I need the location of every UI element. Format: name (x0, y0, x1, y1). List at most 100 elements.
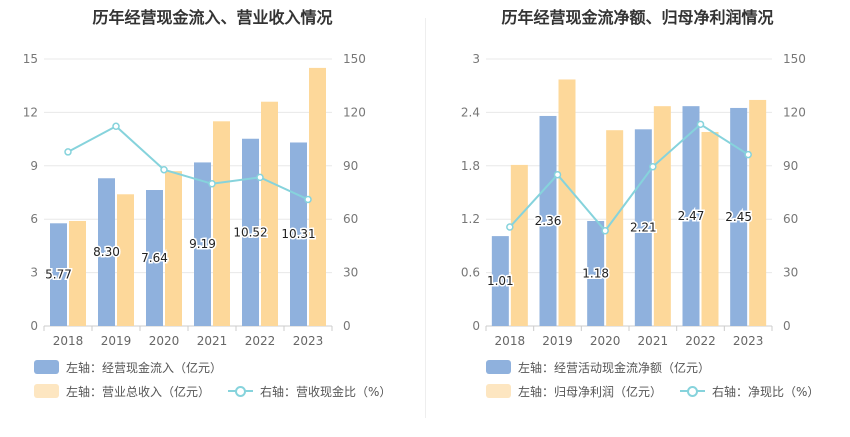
legend-row-2-right: 左轴：归母净利润（亿元） 右轴：净现比（%） (486, 383, 837, 399)
bar-blue (98, 178, 115, 326)
bar-orange (558, 79, 576, 326)
legend-swatch-blue (34, 360, 59, 374)
legend-row-2-left: 左轴：营业总收入（亿元） 右轴：营收现金比（%） (34, 383, 409, 399)
chart-svg-right: 0 0 0.6 30 1.2 60 1.8 90 2.4 120 3 150 2018 2019 2020 2… (461, 52, 806, 348)
chart-panel-right: 历年经营现金流净额、归母净利润情况 0 0 0.6 30 1.2 60 1.8 90 2.4 12… (425, 0, 850, 437)
data-label: 8.30 (93, 245, 120, 259)
legend-label: 左轴：营业总收入（亿元） (66, 384, 211, 399)
x-tick-label: 2021 (638, 334, 669, 348)
left-tick-label: 1.8 (461, 159, 480, 173)
chart-panel-left: 历年经营现金流入、营业收入情况 0 0 3 30 6 60 9 90 12 120 15 150 201… (23, 8, 409, 399)
x-tick-label: 2019 (542, 334, 573, 348)
legend-label: 右轴：营收现金比（%） (260, 384, 392, 399)
legend-label: 右轴：净现比（%） (712, 384, 820, 399)
legend-item-net-cash-ratio[interactable]: 右轴：净现比（%） (680, 383, 819, 400)
bar-orange (165, 171, 182, 326)
legend-swatch-orange (486, 384, 511, 398)
right-tick-label: 150 (783, 52, 806, 66)
data-label: 2.21 (630, 221, 657, 235)
ratio-point (160, 165, 168, 174)
data-label: 2.45 (725, 210, 752, 224)
x-tick-label: 2020 (590, 334, 621, 348)
right-tick-label: 60 (783, 212, 798, 226)
left-tick-label: 12 (23, 105, 38, 119)
legend-item-cash-ratio[interactable]: 右轴：营收现金比（%） (228, 383, 391, 400)
legend-line-icon (228, 384, 254, 398)
right-tick-label: 60 (343, 212, 358, 226)
chart-title-left: 历年经营现金流入、营业收入情况 (92, 8, 333, 27)
data-label: 2.36 (535, 214, 562, 228)
x-tick-label: 2019 (101, 334, 132, 348)
legend-label: 左轴：归母净利润（亿元） (518, 384, 663, 399)
legend-swatch-blue (486, 360, 511, 374)
bar-blue (539, 115, 557, 327)
legend-item-cash-inflow[interactable]: 左轴：经营现金流入（亿元） (34, 359, 222, 376)
left-tick-label: 6 (30, 212, 38, 226)
ratio-point (208, 180, 216, 188)
right-tick-label: 120 (343, 105, 366, 119)
data-label: 9.19 (189, 237, 216, 251)
legend-row-1-left: 左轴：经营现金流入（亿元） (34, 359, 240, 375)
legend-item-revenue[interactable]: 左轴：营业总收入（亿元） (34, 383, 210, 400)
left-tick-label: 15 (23, 52, 38, 66)
data-label: 10.52 (233, 225, 267, 239)
chart-title-right: 历年经营现金流净额、归母净利润情况 (501, 8, 774, 27)
bar-blue (682, 106, 700, 326)
left-tick-label: 2.4 (461, 105, 480, 119)
x-tick-label: 2021 (197, 334, 228, 348)
legend-swatch-orange (34, 384, 59, 398)
ratio-line (67, 125, 309, 201)
bar-blue (587, 220, 605, 326)
bar-orange (309, 67, 326, 327)
left-tick-label: 1.2 (461, 212, 480, 226)
ratio-point (304, 195, 312, 204)
x-tick-label: 2018 (53, 334, 84, 348)
ratio-point (744, 150, 752, 159)
left-tick-label: 0 (472, 319, 480, 333)
data-label: 10.31 (281, 227, 315, 241)
legend-label: 左轴：经营现金流入（亿元） (66, 360, 223, 375)
x-tick-label: 2020 (149, 334, 180, 348)
legend-line-icon (680, 384, 706, 398)
x-tick-label: 2023 (293, 334, 324, 348)
bar-blue (146, 190, 163, 326)
ratio-point (649, 162, 657, 171)
bar-orange (510, 164, 528, 326)
x-tick-label: 2022 (685, 334, 716, 348)
ratio-point (112, 122, 120, 131)
legend-label: 左轴：经营活动现金流净额（亿元） (518, 360, 711, 375)
bar-orange (117, 194, 134, 326)
legend-item-net-cash-flow[interactable]: 左轴：经营活动现金流净额（亿元） (486, 359, 710, 376)
bar-orange (213, 121, 230, 326)
right-tick-label: 0 (783, 319, 791, 333)
right-tick-label: 90 (783, 159, 798, 173)
bar-blue (50, 223, 67, 326)
bar-blue (290, 142, 307, 326)
right-tick-label: 150 (343, 52, 366, 66)
chart-svg-left: 0 0 3 30 6 60 9 90 12 120 15 150 2018 2019 2020 2021 202… (23, 52, 366, 348)
ratio-point (696, 120, 705, 129)
data-label: 1.18 (582, 266, 609, 280)
left-tick-label: 9 (30, 159, 38, 173)
right-tick-label: 120 (783, 105, 806, 119)
bar-orange (701, 131, 719, 326)
ratio-point (506, 223, 514, 231)
x-tick-label: 2023 (733, 334, 764, 348)
x-tick-label: 2022 (245, 334, 276, 348)
x-tick-label: 2018 (495, 334, 526, 348)
panel-divider (425, 18, 426, 418)
left-tick-label: 0 (30, 319, 38, 333)
bar-orange (653, 106, 671, 326)
data-label: 7.64 (141, 251, 168, 265)
left-tick-label: 3 (30, 266, 38, 280)
data-label: 2.47 (678, 209, 705, 223)
ratio-point (64, 148, 72, 156)
bar-blue (242, 138, 259, 326)
right-tick-label: 0 (343, 319, 351, 333)
bar-orange (261, 101, 278, 326)
left-tick-label: 0.6 (461, 266, 480, 280)
data-label: 5.77 (45, 268, 72, 282)
legend-item-net-profit[interactable]: 左轴：归母净利润（亿元） (486, 383, 662, 400)
bar-orange (749, 99, 767, 326)
ratio-point (601, 227, 609, 235)
